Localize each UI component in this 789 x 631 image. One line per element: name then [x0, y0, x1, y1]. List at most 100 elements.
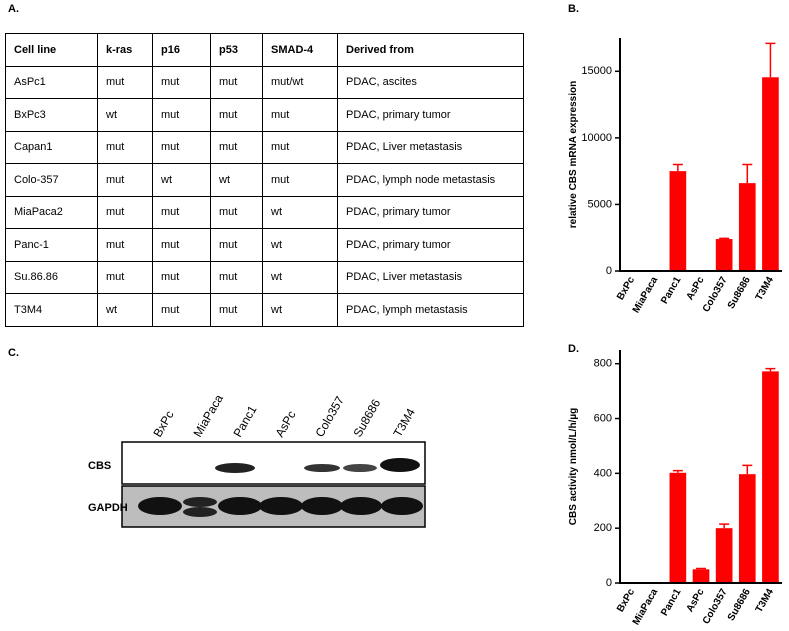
band	[215, 463, 255, 473]
lane-label: MiaPaca	[190, 392, 226, 440]
x-tick-label: Su8686	[726, 587, 753, 623]
error-bar	[765, 367, 776, 372]
bar	[692, 569, 710, 583]
blot-strip	[121, 441, 426, 485]
table: Cell line k-ras p16 p53 SMAD-4 Derived from As…	[5, 33, 524, 327]
y-axis-label: relative CBS mRNA expression	[568, 81, 579, 228]
table-cell: AsPc1	[5, 65, 98, 99]
table-cell: mut	[97, 260, 153, 294]
table-cell: mut	[152, 260, 211, 294]
bar	[669, 472, 687, 583]
band	[381, 497, 423, 515]
panel-label: A.	[8, 3, 19, 15]
table-row: AsPc1 mut mut mut mut/wt PDAC, ascites	[5, 65, 524, 99]
table-row: MiaPaca2 mut mut mut wt PDAC, primary tumor	[5, 195, 524, 229]
table-cell: mut	[210, 260, 263, 294]
y-tick-label: 15000	[581, 65, 612, 77]
table-cell: PDAC, lymph node metastasis	[337, 163, 524, 197]
table-cell: wt	[262, 293, 338, 327]
table-row: Panc-1 mut mut mut wt PDAC, primary tumor	[5, 228, 524, 262]
row-label: CBS	[88, 460, 111, 472]
error-bar	[696, 567, 706, 570]
x-tick-label: BxPc	[615, 587, 637, 615]
table-cell: mut	[152, 293, 211, 327]
lane-label: Panc1	[230, 403, 259, 440]
bar	[738, 474, 756, 583]
table-cell: PDAC, ascites	[337, 65, 524, 99]
bar	[762, 77, 779, 271]
band	[301, 497, 343, 515]
y-tick-label: 5000	[588, 198, 612, 210]
table-cell: mut	[97, 195, 153, 229]
error-bar	[765, 42, 776, 78]
table-cell: wt	[210, 163, 263, 197]
table-cell: mut	[210, 293, 263, 327]
table-cell: wt	[262, 260, 338, 294]
table-cell: mut	[97, 228, 153, 262]
error-bar	[719, 523, 730, 529]
table-cell: MiaPaca2	[5, 195, 98, 229]
panel-label: D.	[568, 343, 579, 355]
lane-label: T3M4	[390, 406, 418, 440]
table-cell: mut/wt	[262, 65, 338, 99]
y-tick-label: 10000	[581, 132, 612, 144]
error-bar	[672, 163, 683, 172]
table-cell: PDAC, primary tumor	[337, 98, 524, 132]
y-tick-label: 200	[594, 522, 612, 534]
table-cell: PDAC, primary tumor	[337, 228, 524, 262]
table-cell: mut	[152, 98, 211, 132]
table-cell: mut	[152, 195, 211, 229]
table-cell: BxPc3	[5, 98, 98, 132]
table-cell: mut	[262, 163, 338, 197]
error-bar	[672, 469, 683, 473]
table-cell: mut	[210, 65, 263, 99]
table-cell: mut	[152, 65, 211, 99]
bar	[738, 183, 756, 271]
table-row: Colo-357 mut wt wt mut PDAC, lymph node metas…	[5, 163, 524, 197]
table-cell: Capan1	[5, 130, 98, 164]
x-tick-label: Panc1	[659, 275, 683, 306]
table-cell: Su.86.86	[5, 260, 98, 294]
lane-label: BxPc	[150, 408, 176, 439]
table-cell: Derived from	[337, 33, 524, 67]
table-cell: PDAC, Liver metastasis	[337, 260, 524, 294]
table-cell: mut	[210, 130, 263, 164]
table-cell: PDAC, primary tumor	[337, 195, 524, 229]
band	[259, 497, 303, 515]
y-tick-label: 600	[594, 412, 612, 424]
band	[340, 497, 382, 515]
table-cell: mut	[262, 130, 338, 164]
bar	[762, 371, 779, 583]
table-cell: mut	[152, 228, 211, 262]
y-axis-label: CBS activity nmol/L/h/µg	[568, 408, 579, 525]
y-tick-label: 0	[606, 265, 612, 277]
table-cell: SMAD-4	[262, 33, 338, 67]
table-cell: mut	[97, 163, 153, 197]
x-tick-label: BxPc	[615, 275, 637, 303]
band	[343, 464, 377, 472]
panel-label: B.	[568, 3, 579, 15]
error-bar	[742, 464, 753, 475]
band	[183, 507, 217, 517]
x-tick-label: Su8686	[726, 275, 753, 311]
band	[218, 497, 262, 515]
table-row: T3M4 wt mut mut wt PDAC, lymph metastasis	[5, 293, 524, 327]
y-tick-label: 800	[594, 358, 612, 370]
bar	[669, 171, 687, 271]
table-header: Cell line k-ras p16 p53 SMAD-4 Derived from	[5, 33, 524, 67]
lane-label: Su8686	[350, 396, 383, 439]
blot	[121, 441, 426, 528]
x-tick-label: AsPc	[685, 587, 707, 615]
x-tick-label: AsPc	[685, 275, 707, 303]
table-cell: T3M4	[5, 293, 98, 327]
table-cell: p53	[210, 33, 263, 67]
table-cell: PDAC, Liver metastasis	[337, 130, 524, 164]
table-cell: k-ras	[97, 33, 153, 67]
table-row: Su.86.86 mut mut mut wt PDAC, Liver metastasi…	[5, 260, 524, 294]
band	[138, 497, 182, 515]
row-label: GAPDH	[88, 502, 128, 514]
lane-label: Colo357	[312, 394, 347, 440]
table-cell: mut	[210, 228, 263, 262]
